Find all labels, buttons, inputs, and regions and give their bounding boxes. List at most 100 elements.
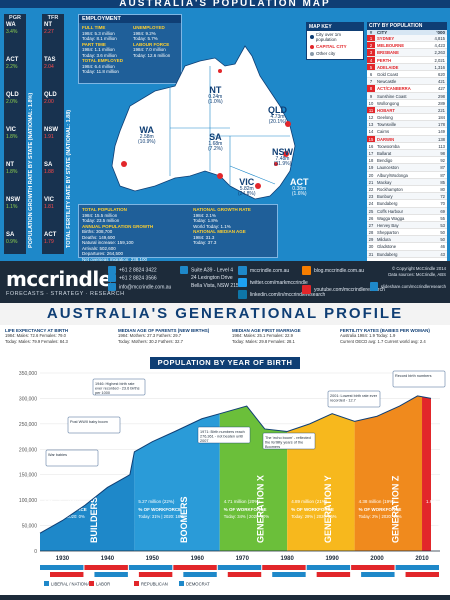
city-rank: 16 (368, 143, 374, 149)
phone-2[interactable]: +61 2 8824 3566 (119, 275, 157, 282)
key-other-label: Other city (316, 51, 336, 56)
annual-item: Net overseas migration: 238,100 (82, 256, 148, 262)
email-icon (108, 282, 116, 291)
city-name: Ballarat (377, 151, 392, 156)
politics-bar-us (50, 572, 84, 577)
full-time-label: FULL TIME (82, 25, 106, 30)
state-label-wa: WA 2.58m (10.9%) (138, 126, 156, 145)
city-name: Cairns (377, 129, 390, 135)
stat-life-title: LIFE EXPECTANCY AT BIRTH (5, 328, 69, 333)
phone-1[interactable]: +61 2 8824 3422 (119, 267, 157, 274)
stat-marriage-today: Today: Males: 29.8 Females: 28.1 (232, 339, 295, 344)
city-rank: 18 (368, 158, 374, 164)
city-row: 2 MELBOURNE 4,423 (367, 42, 447, 50)
slideshare-link[interactable]: slideshare.com/mccrindleresearch (380, 284, 446, 289)
city-rank: 19 (368, 165, 374, 171)
city-pop: 1,316 (434, 64, 445, 70)
city-rank: 8 (367, 85, 375, 92)
city-pop: 421 (438, 79, 445, 85)
y-tick-label: 300,000 (19, 396, 37, 402)
rail-value: 2.0% (6, 99, 18, 105)
generation-pop: 5.27 million (22%) (138, 499, 175, 504)
y-tick-label: 250,000 (19, 422, 37, 428)
city-row: 29 Mildura 50 (367, 236, 447, 244)
city-pop: 87 (440, 172, 445, 178)
state-abbr: WA (139, 125, 155, 135)
generation-label: GENERATION ALPHA (433, 450, 443, 543)
rail-value: 2.04 (44, 64, 54, 70)
legend-swatch (134, 581, 139, 586)
generation-workforce: Today: 31% | 2020: 18% (138, 514, 184, 519)
annotation-box (327, 390, 381, 408)
total-pop-today: Today: 23.5 million (82, 218, 120, 223)
rail-value: 1.88 (44, 169, 54, 175)
perth-dot (121, 161, 127, 167)
city-pop: 2,263 (434, 50, 445, 56)
linkedin-link[interactable]: linkedin.com/in/mccrindleresearch (250, 291, 326, 298)
population-chart: POPULATION BY YEAR OF BIRTH 350,000 300,0… (0, 351, 450, 595)
generation-pop: 2.39 million (10%) (44, 499, 81, 504)
city-rank: 10 (368, 100, 374, 106)
rail-state: NT (44, 22, 52, 28)
city-row: 24 Bundaberg 70 (367, 200, 447, 208)
city-pop: 55 (440, 215, 445, 221)
city-row: 17 Ballarat 98 (367, 150, 447, 158)
state-pct: (24.8%) (238, 191, 256, 197)
state-abbr: QLD (268, 105, 287, 115)
generation-workforce-label: % OF WORKFORCE (44, 507, 87, 512)
stat-parents-1984: 1984: Mothers: 27.3 Fathers: 29.7 (118, 333, 182, 338)
annual-growth-label: ANNUAL POPULATION GROWTH (82, 223, 154, 229)
stat-life-expectancy: LIFE EXPECTANCY AT BIRTH 1984: Males: 72… (5, 328, 68, 345)
city-name: Toowoomba (377, 143, 400, 149)
city-row: 10 Wollongong 289 (367, 100, 447, 107)
annotation-box (197, 426, 251, 444)
stat-marriage: MEDIAN AGE FIRST MARRIAGE 1984: Males: 2… (232, 328, 301, 345)
y-tick-label: 0 (34, 549, 37, 555)
rail-state: TAS (44, 57, 56, 63)
twitter-link[interactable]: twitter.com/markmccrindle (250, 279, 308, 286)
x-tick-label: 2010 (415, 556, 429, 562)
city-name: PERTH (377, 57, 392, 63)
city-row: 28 Shepparton 50 (367, 229, 447, 237)
blog-link[interactable]: blog.mccrindle.com.au (314, 267, 365, 274)
city-name: Shepparton (377, 230, 399, 236)
city-rank: 21 (368, 179, 374, 185)
stat-parents-title: MEDIAN AGE OF PARENTS (NEW BIRTHS) (118, 328, 210, 333)
rail-value: 1.1% (6, 204, 18, 210)
generation-workforce: Today: 29% | 2020: 35% (291, 514, 337, 519)
tfr-vertical-label: TOTAL FERTILITY RATE BY STATE (NATIONAL:… (66, 109, 72, 248)
city-rank: 31 (368, 251, 374, 257)
col-rank: # (369, 30, 373, 35)
city-row: 20 Albury/Wodonga 87 (367, 172, 447, 179)
city-name: Coffs Harbour (377, 208, 403, 214)
city-pop: 50 (440, 237, 445, 243)
generation-label: GENERATION Y (323, 475, 333, 543)
pgr-item-nt: NT 1.8% (6, 162, 26, 175)
x-tick-label: 1930 (56, 556, 70, 562)
web-link[interactable]: mccrindle.com.au (250, 267, 290, 274)
city-name: Rockhampton (377, 186, 403, 192)
generation-band (422, 395, 432, 551)
city-rank: 24 (368, 201, 374, 207)
rail-state: NT (6, 162, 14, 168)
annual-item: Births: 308,700 (82, 229, 113, 234)
state-label-sa: SA 1.68m (7.2%) (208, 133, 223, 152)
tfr-item-nt: NT 2.27 (44, 22, 64, 35)
generation-workforce-label: % OF WORKFORCE (291, 507, 334, 512)
growth-rate-label: NATIONAL GROWTH RATE (193, 207, 251, 212)
city-name: Townsville (377, 122, 397, 128)
city-rank: 27 (368, 222, 374, 228)
email-link[interactable]: info@mccrindle.com.au (119, 283, 172, 290)
rail-value: 1.91 (44, 134, 54, 140)
city-row: 9 Sunshine Coast 298 (367, 92, 447, 100)
youtube-link[interactable]: youtube.com/mccrindleresearch (314, 286, 385, 293)
fax-icon (108, 274, 116, 283)
city-row: 22 Rockhampton 80 (367, 186, 447, 194)
rail-state: WA (6, 22, 16, 28)
annual-item: Natural increase: 159,100 (82, 240, 134, 245)
city-pop: 221 (438, 107, 445, 113)
rail-state: QLD (44, 92, 57, 98)
rail-state: ACT (6, 57, 19, 63)
unemployed-label: UNEMPLOYED (133, 25, 165, 30)
city-name: Newcastle (377, 79, 397, 85)
